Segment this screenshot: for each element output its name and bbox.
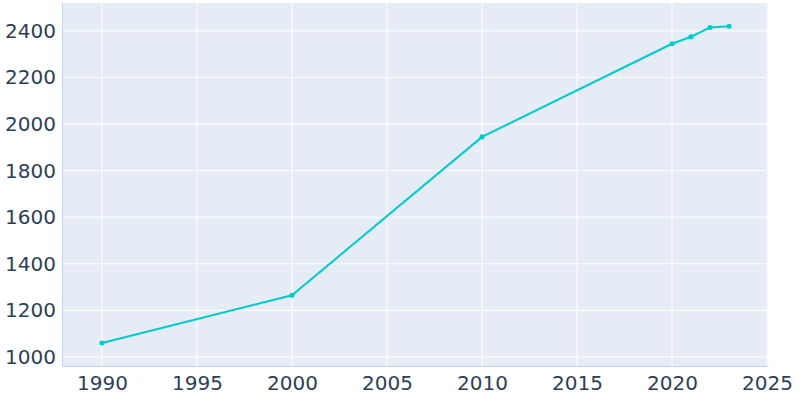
y-tick-label: 2200 [5,65,56,89]
x-grid-line [291,3,292,366]
y-tick-label: 2400 [5,19,56,43]
x-tick-label: 2025 [742,371,793,395]
marker [289,293,294,298]
y-grid-line [62,77,768,78]
y-tick-label: 2000 [5,112,56,136]
marks [99,24,731,346]
y-tick-label: 1400 [5,252,56,276]
grid [62,3,768,366]
x-grid-line [767,3,768,366]
y-grid-line [62,263,768,264]
x-tick: 1995 [172,366,223,395]
y-axis-line [62,4,63,367]
marker [727,24,732,29]
x-tick: 2015 [552,366,603,395]
y-grid-line [62,356,768,357]
x-tick-label: 2005 [362,371,413,395]
y-grid-line [62,170,768,171]
x-grid-line [672,3,673,366]
x-tick: 2020 [647,366,698,395]
x-grid-line [481,3,482,366]
y-tick-label: 1800 [5,159,56,183]
y-tick: 1400 [5,252,62,276]
y-grid-line [62,310,768,311]
y-tick: 2400 [5,19,62,43]
x-grid-line [101,3,102,366]
y-tick-label: 1000 [5,345,56,369]
x-tick-label: 1990 [77,371,128,395]
x-axis: 1990 1995 2000 2005 2010 2015 2020 2025 [63,366,794,395]
y-tick: 1600 [5,205,62,229]
x-tick-label: 2000 [267,371,318,395]
marker [708,25,713,30]
marker [479,134,484,139]
y-tick: 1800 [5,159,62,183]
x-tick: 2025 [742,366,793,395]
marker [689,34,694,39]
x-grid-line [386,3,387,366]
x-tick-label: 2015 [552,371,603,395]
x-tick: 2000 [267,366,318,395]
x-tick-label: 1995 [172,371,223,395]
x-grid-line [196,3,197,366]
plot-background [62,3,768,366]
x-tick: 2010 [457,366,508,395]
x-grid-line [577,3,578,366]
y-tick: 2000 [5,112,62,136]
marker [99,340,104,345]
chart: 1990 1995 2000 2005 2010 2015 2020 2025 1000 1200… [0,0,800,400]
x-tick: 2005 [362,366,413,395]
y-tick-label: 1600 [5,205,56,229]
y-grid-line [62,124,768,125]
x-tick: 1990 [77,366,128,395]
line [102,26,729,343]
y-tick: 2200 [5,65,62,89]
y-tick: 1000 [5,345,62,369]
y-tick: 1200 [5,298,62,322]
y-grid-line [62,30,768,31]
plot: 1990 1995 2000 2005 2010 2015 2020 2025 1000 1200… [5,3,793,395]
y-tick-label: 1200 [5,298,56,322]
y-grid-line [62,217,768,218]
x-axis-line [63,366,769,367]
x-tick-label: 2020 [647,371,698,395]
x-tick-label: 2010 [457,371,508,395]
marker [670,41,675,46]
y-axis: 1000 1200 1400 1600 1800 2000 2200 2400 [5,4,62,369]
